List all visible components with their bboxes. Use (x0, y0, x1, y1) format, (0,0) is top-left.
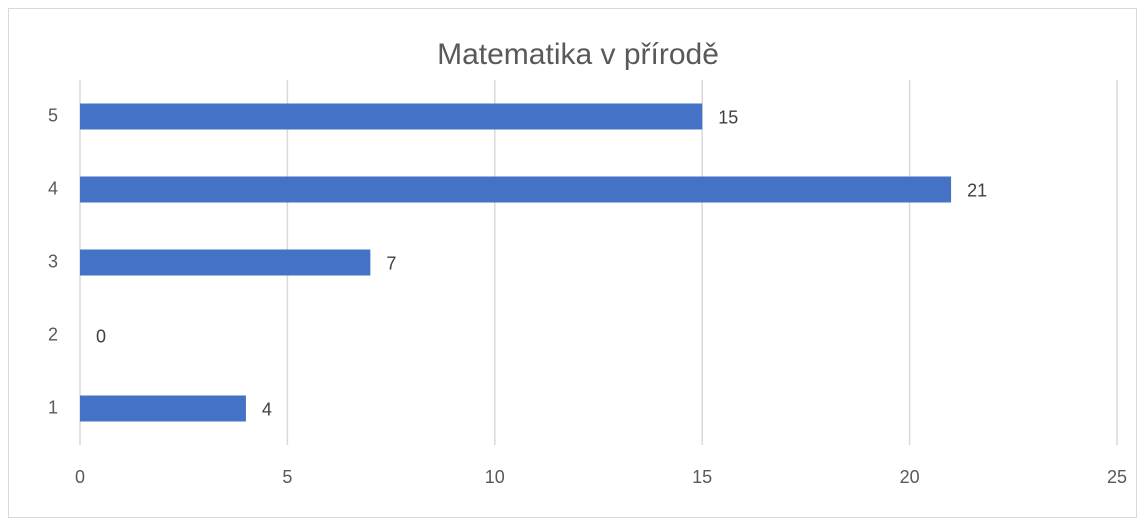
data-label: 4 (262, 399, 272, 419)
y-tick-label: 5 (48, 105, 58, 125)
x-tick-label: 20 (900, 467, 920, 487)
x-tick-label: 10 (485, 467, 505, 487)
bar (80, 176, 952, 203)
bar (80, 249, 371, 276)
bar (80, 103, 703, 130)
y-tick-label: 4 (48, 178, 58, 198)
data-label: 0 (96, 326, 106, 346)
chart-title: Matematika v přírodě (437, 38, 719, 71)
x-tick-label: 0 (75, 467, 85, 487)
data-label: 7 (386, 253, 396, 273)
x-tick-label: 5 (282, 467, 292, 487)
bar (80, 395, 246, 422)
x-tick-label: 15 (692, 467, 712, 487)
x-tick-label: 25 (1107, 467, 1127, 487)
data-label: 21 (967, 180, 987, 200)
data-label: 15 (718, 107, 738, 127)
y-tick-label: 3 (48, 251, 58, 271)
y-tick-label: 1 (48, 397, 58, 417)
y-tick-label: 2 (48, 324, 58, 344)
